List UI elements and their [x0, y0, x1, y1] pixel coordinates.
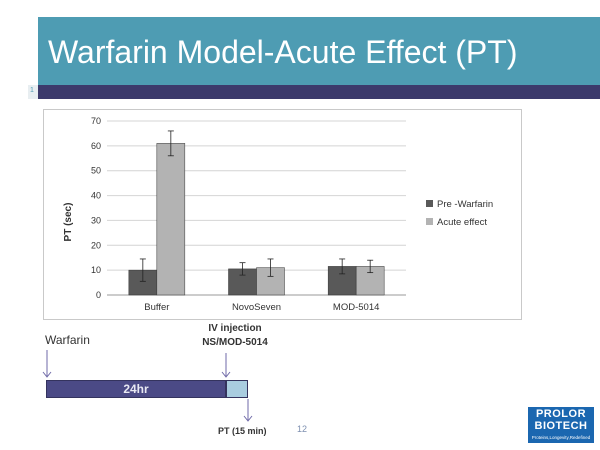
timeline-pt-segment [226, 380, 248, 398]
y-tick-label: 20 [91, 240, 101, 250]
side-slide-number: 1 [30, 87, 34, 94]
y-tick-label: 0 [96, 290, 101, 300]
legend-label: Acute effect [437, 217, 487, 228]
slide-title: Warfarin Model-Acute Effect (PT) [48, 34, 518, 70]
iv-injection-line2: NS/MOD-5014 [202, 337, 268, 348]
y-axis-label: PT (sec) [63, 203, 74, 242]
x-category-label: MOD-5014 [333, 302, 379, 313]
legend-swatch [426, 218, 433, 225]
legend-swatch [426, 200, 433, 207]
logo-text-line1: PROLOR [535, 408, 587, 420]
x-category-label: Buffer [144, 302, 169, 313]
y-tick-label: 40 [91, 191, 101, 201]
pt-15min-label: PT (15 min) [218, 426, 267, 436]
y-tick-label: 60 [91, 141, 101, 151]
title-underline-bar [38, 85, 600, 99]
logo-text-line2: BIOTECH [534, 420, 588, 432]
prolor-biotech-logo [528, 407, 594, 443]
y-tick-label: 10 [91, 265, 101, 275]
title-bar [38, 17, 600, 85]
warfarin-arrowhead [42, 371, 52, 378]
x-category-label: NovoSeven [232, 302, 281, 313]
timeline-24hr-bar: 24hr [46, 380, 226, 398]
warfarin-label: Warfarin [45, 333, 90, 347]
y-tick-label: 70 [91, 116, 101, 126]
y-tick-label: 30 [91, 215, 101, 225]
logo-tagline: Proteins,Longevity,Redefined [531, 435, 591, 440]
chart-frame: 0 10 20 30 40 50 60 70 Buffer NovoSeven MOD-5014 … [43, 109, 522, 320]
y-tick-label: 50 [91, 166, 101, 176]
bar [156, 143, 186, 296]
iv-injection-line1: IV injection [208, 323, 262, 334]
iv-injection-label: IV injection NS/MOD-5014 [165, 322, 305, 350]
side-strip [28, 85, 38, 99]
pt-arrowhead [243, 415, 253, 422]
page-number: 12 [297, 424, 308, 434]
injection-arrowhead [221, 371, 231, 378]
legend-label: Pre -Warfarin [437, 199, 493, 210]
